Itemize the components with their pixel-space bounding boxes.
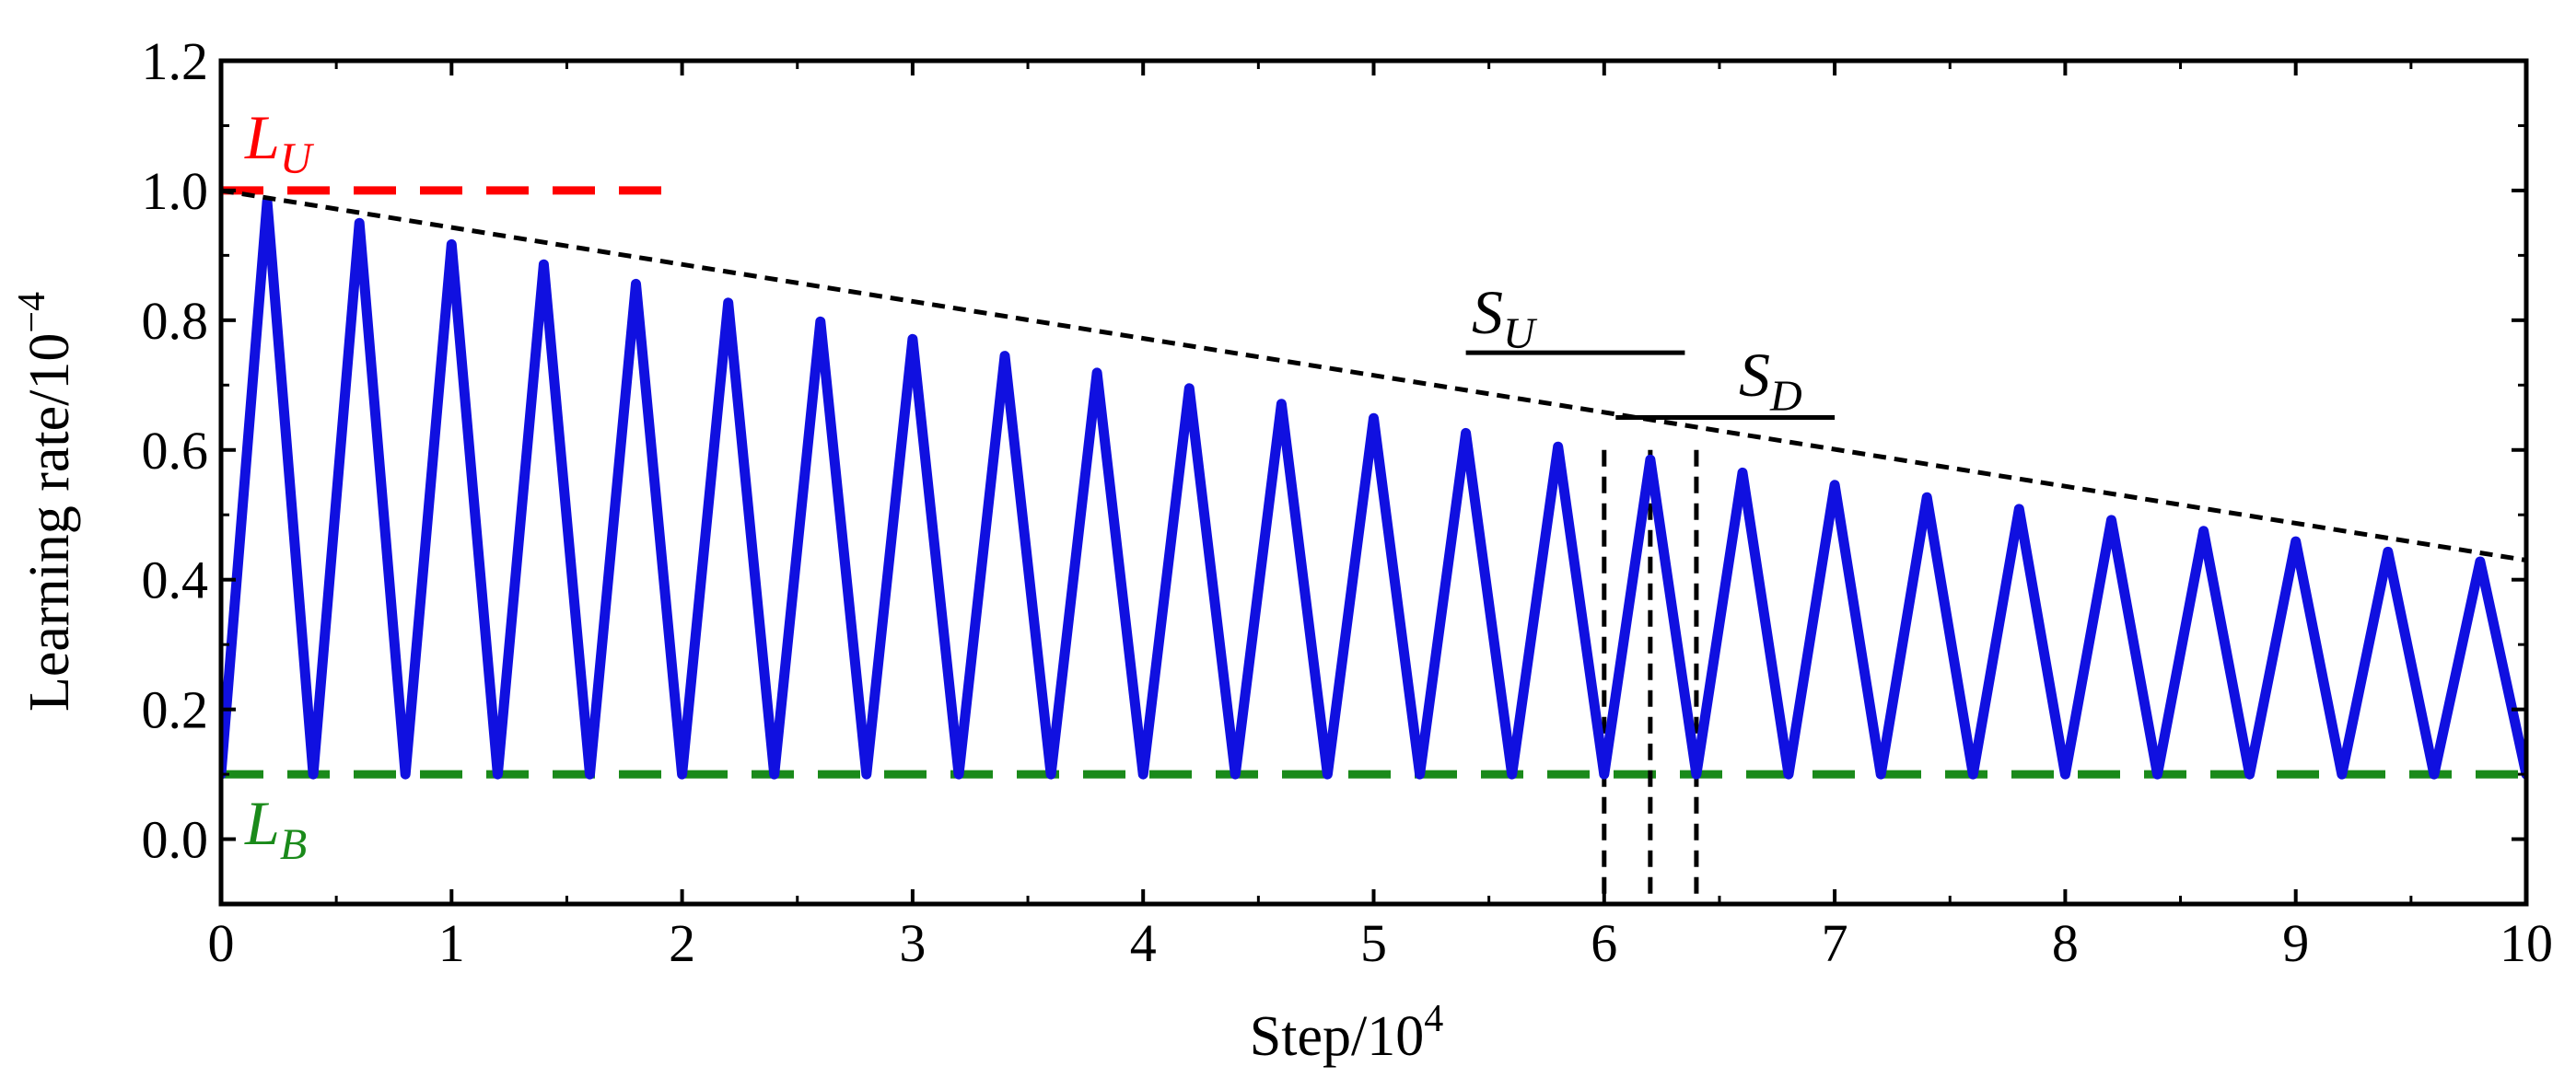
x-tick-label: 7: [1822, 913, 1848, 973]
y-tick-label: 0.0: [142, 810, 209, 870]
s-u-label: SU: [1472, 277, 1538, 358]
y-tick-label: 0.2: [142, 680, 209, 740]
x-tick-label: 5: [1360, 913, 1387, 973]
y-tick-label: 0.8: [142, 291, 209, 351]
learning-rate-series-line: [221, 196, 2526, 780]
x-tick-label: 10: [2500, 913, 2553, 973]
plot-area: 0 1 2 3 4 5 6 7 8 9 10 0.0 0.2 0.4 0.6 0.8 1.0 1.2: [142, 31, 2554, 973]
upper-limit-label: LU: [244, 102, 315, 183]
x-axis-title: Step/104: [1250, 998, 1443, 1068]
y-tick-label: 0.4: [142, 551, 209, 610]
y-tick-label: 1.0: [142, 161, 209, 221]
x-tick-label: 9: [2282, 913, 2309, 973]
upper-envelope-line: [221, 188, 2526, 563]
x-tick-label: 6: [1591, 913, 1617, 973]
data-layer: [221, 186, 2526, 904]
x-tick-label: 0: [208, 913, 235, 973]
y-axis-title: Learning rate/10−4: [11, 292, 81, 712]
x-tick-label: 2: [669, 913, 695, 973]
y-tick-label: 0.6: [142, 421, 209, 481]
x-tick-label: 3: [899, 913, 926, 973]
s-d-label: SD: [1739, 340, 1802, 421]
x-tick-label: 4: [1130, 913, 1157, 973]
x-tick-label: 8: [2052, 913, 2079, 973]
x-tick-label: 1: [438, 913, 465, 973]
y-tick-label: 1.2: [142, 31, 209, 91]
lower-bound-label: LB: [244, 788, 307, 869]
